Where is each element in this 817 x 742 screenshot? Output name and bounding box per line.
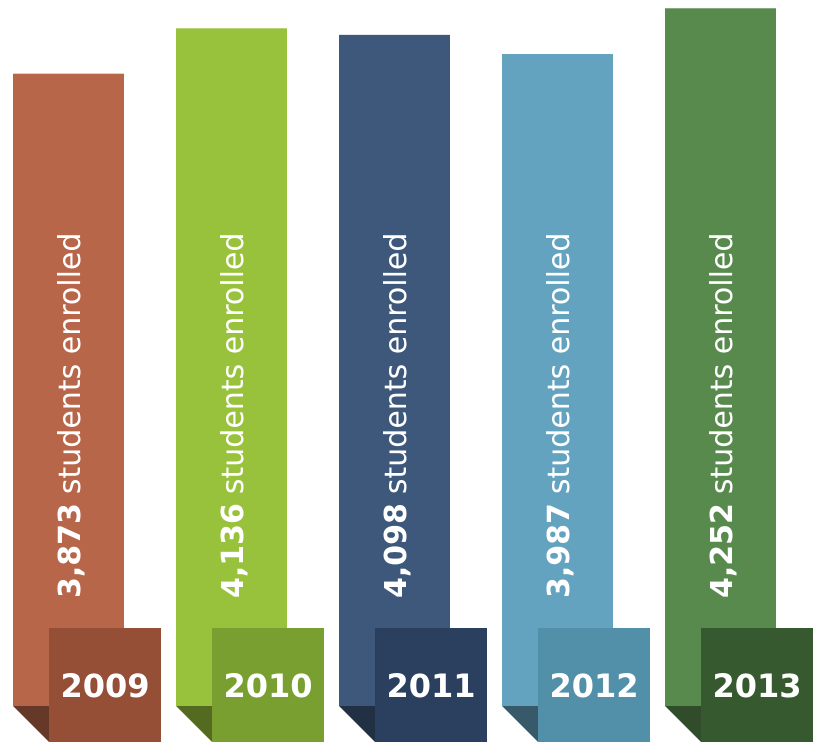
year-label: 2009 [60, 667, 149, 705]
year-box [701, 628, 813, 742]
value-unit: students enrolled [705, 233, 740, 495]
fold-cut [502, 706, 538, 742]
bar [502, 54, 613, 742]
value-number: 4,252 [705, 503, 740, 598]
year-box [212, 628, 324, 742]
bar [665, 8, 776, 742]
year-box [375, 628, 487, 742]
year-label: 2012 [549, 667, 638, 705]
fold-cut [339, 706, 375, 742]
value-unit: students enrolled [542, 233, 577, 495]
value-number: 4,136 [216, 503, 251, 598]
value-label: 4,136 students enrolled [216, 233, 251, 598]
year-box [538, 628, 650, 742]
year-box [49, 628, 161, 742]
year-label: 2011 [386, 667, 475, 705]
value-number: 3,873 [53, 503, 88, 598]
value-unit: students enrolled [379, 233, 414, 495]
fold-cut [13, 706, 49, 742]
value-unit: students enrolled [53, 233, 88, 495]
year-label: 2010 [223, 667, 312, 705]
value-unit: students enrolled [216, 233, 251, 495]
value-label: 4,252 students enrolled [705, 233, 740, 598]
bar [339, 34, 450, 742]
value-label: 4,098 students enrolled [379, 233, 414, 598]
value-label: 3,873 students enrolled [53, 233, 88, 598]
year-label: 2013 [712, 667, 801, 705]
value-number: 4,098 [379, 503, 414, 598]
value-label: 3,987 students enrolled [542, 233, 577, 598]
fold-cut [665, 706, 701, 742]
value-number: 3,987 [542, 503, 577, 598]
fold-cut [176, 706, 212, 742]
bar [176, 28, 287, 742]
